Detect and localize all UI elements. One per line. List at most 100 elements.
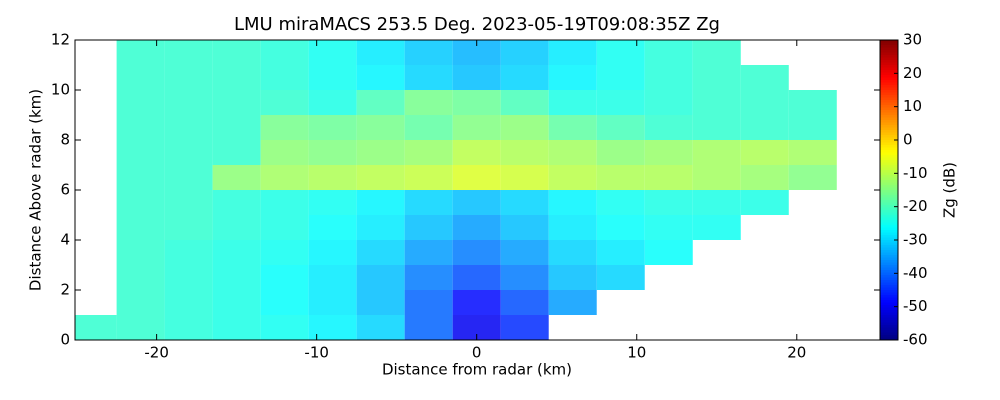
colorbar-swatch — [880, 280, 898, 283]
colorbar-swatch — [880, 50, 898, 53]
heatmap-cell — [644, 65, 693, 90]
heatmap-cell — [164, 190, 213, 215]
colorbar-swatch — [880, 182, 898, 186]
colorbar-swatch — [880, 277, 898, 281]
colorbar-swatch — [880, 167, 898, 171]
colorbar-frame — [879, 39, 899, 341]
heatmap-cell — [644, 165, 693, 190]
heatmap-cell — [644, 190, 693, 215]
heatmap-cell — [404, 315, 453, 340]
heatmap-cell — [548, 65, 597, 90]
colorbar-swatch — [880, 172, 898, 176]
heatmap-cell — [596, 115, 645, 140]
heatmap-cell — [356, 90, 405, 115]
heatmap-cell — [404, 40, 453, 65]
heatmap-cell — [692, 165, 741, 190]
heatmap-cell — [164, 265, 213, 290]
heatmap-cell — [116, 215, 165, 240]
colorbar-swatch — [880, 232, 898, 236]
heatmap-cell — [548, 115, 597, 140]
heatmap-cell — [164, 90, 213, 115]
heatmap-cell — [212, 115, 261, 140]
colorbar-swatch — [880, 72, 898, 76]
heatmap-cell — [308, 40, 357, 65]
heatmap-cell — [212, 315, 261, 340]
heatmap-cell — [452, 265, 501, 290]
colorbar-swatch — [880, 307, 898, 311]
heatmap-cell — [452, 190, 501, 215]
heatmap-cell — [644, 140, 693, 165]
colorbar-swatch — [880, 315, 898, 318]
colorbar-swatch — [880, 312, 898, 316]
colorbar-label: Zg (dB) — [941, 162, 959, 218]
colorbar-swatch — [880, 245, 898, 248]
colorbar-swatch — [880, 220, 898, 223]
heatmap-cell — [356, 115, 405, 140]
colorbar-swatch — [880, 75, 898, 78]
heatmap-cell — [308, 315, 357, 340]
colorbar-swatch — [880, 150, 898, 153]
heatmap-cell — [356, 265, 405, 290]
heatmap-cell — [356, 190, 405, 215]
y-tick-label: 2 — [60, 281, 70, 299]
heatmap-cell — [212, 215, 261, 240]
heatmap-cell — [740, 65, 789, 90]
heatmap-cell — [116, 90, 165, 115]
heatmap-cell — [500, 315, 549, 340]
colorbar-swatch — [880, 287, 898, 291]
colorbar-swatch — [880, 327, 898, 331]
colorbar-tick-label: -50 — [903, 297, 928, 315]
heatmap-cell — [116, 140, 165, 165]
colorbar-swatch — [880, 97, 898, 101]
heatmap-cell — [260, 215, 309, 240]
heatmap-cell — [116, 190, 165, 215]
colorbar-swatch — [880, 257, 898, 261]
heatmap-cell — [164, 165, 213, 190]
heatmap-cell — [644, 215, 693, 240]
heatmap-cell — [692, 190, 741, 215]
colorbar-swatch — [880, 295, 898, 298]
heatmap-cell — [692, 65, 741, 90]
colorbar-swatch — [880, 297, 898, 301]
heatmap-cell — [356, 165, 405, 190]
heatmap-cell — [404, 240, 453, 265]
colorbar-swatch — [880, 62, 898, 66]
colorbar-swatch — [880, 65, 898, 68]
colorbar-tick-label: 20 — [903, 64, 922, 82]
heatmap-cell — [356, 315, 405, 340]
heatmap-cell — [788, 140, 837, 165]
heatmap-cell — [356, 215, 405, 240]
heatmap-cell — [596, 65, 645, 90]
colorbar-swatch — [880, 140, 898, 143]
colorbar-swatch — [880, 95, 898, 98]
heatmap-cell — [212, 240, 261, 265]
heatmap-cell — [116, 65, 165, 90]
colorbar-swatch — [880, 275, 898, 278]
x-tick-label: -20 — [144, 344, 169, 362]
colorbar-swatch — [880, 265, 898, 268]
colorbar-swatch — [880, 302, 898, 306]
heatmap-cell — [212, 90, 261, 115]
heatmap-cell — [500, 215, 549, 240]
heatmap-cell — [75, 315, 117, 340]
heatmap-cell — [788, 115, 837, 140]
colorbar-swatch — [880, 42, 898, 46]
colorbar-swatch — [880, 337, 898, 341]
heatmap-cell — [452, 215, 501, 240]
heatmap-cell — [548, 140, 597, 165]
heatmap-cell — [452, 240, 501, 265]
colorbar-swatch — [880, 127, 898, 131]
x-tick-label: 10 — [627, 344, 646, 362]
heatmap-cell — [500, 290, 549, 315]
heatmap-cell — [260, 240, 309, 265]
colorbar-swatch — [880, 180, 898, 183]
colorbar-swatch — [880, 247, 898, 251]
colorbar-swatch — [880, 250, 898, 253]
colorbar-swatch — [880, 152, 898, 156]
colorbar-tick-label: -30 — [903, 231, 928, 249]
heatmap-cell — [500, 240, 549, 265]
colorbar-swatch — [880, 317, 898, 321]
colorbar-swatch — [880, 292, 898, 296]
colorbar-swatch — [880, 305, 898, 308]
heatmap-cell — [260, 115, 309, 140]
